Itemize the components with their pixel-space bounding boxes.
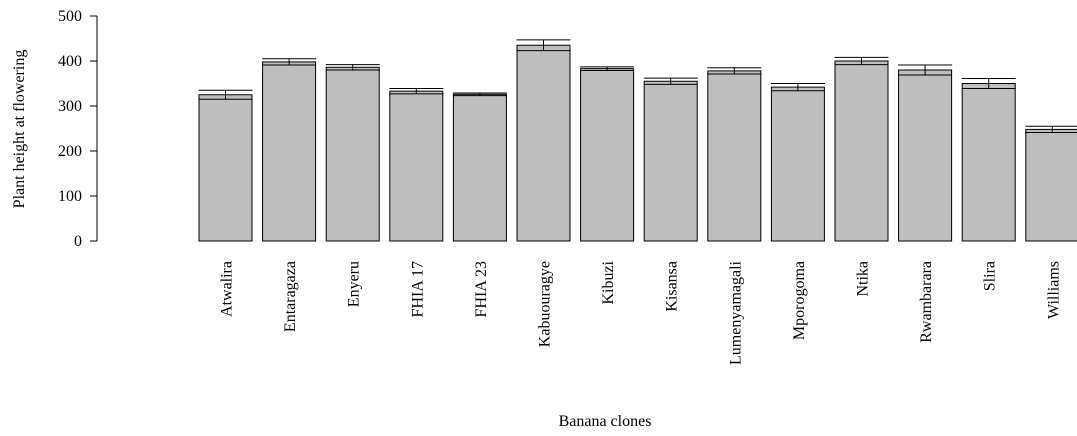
y-tick-label: 100 — [58, 188, 82, 205]
bar — [389, 90, 444, 242]
y-tick-label: 200 — [58, 143, 82, 160]
bar — [834, 60, 889, 242]
x-tick-label: Entaragaza — [282, 261, 299, 332]
x-tick-label: Kabuouragye — [537, 261, 554, 347]
bar — [325, 66, 380, 242]
y-tick-label: 400 — [58, 53, 82, 70]
x-tick-label: Ntika — [855, 261, 872, 297]
bar — [580, 68, 635, 242]
y-tick-label: 300 — [58, 98, 82, 115]
bar — [707, 70, 762, 242]
x-tick-label: Kisansa — [664, 261, 681, 312]
bar — [262, 61, 317, 242]
x-tick-label: Lumenyamagali — [727, 260, 744, 365]
x-tick-label: Slira — [982, 261, 999, 291]
bar — [643, 80, 698, 242]
x-tick-labels: Atwalira Entaragaza Enyeru FHIA 17 FHIA 23 Ka… — [219, 260, 1063, 365]
x-tick-label: Kibuzi — [600, 260, 617, 304]
y-tick-label: 0 — [74, 233, 82, 250]
x-tick-label: Rwambarara — [918, 261, 935, 343]
x-axis-title: Banana clones — [559, 413, 652, 430]
bar — [452, 93, 507, 242]
x-tick-label: Williams — [1045, 261, 1062, 319]
x-tick-label: Mporogoma — [791, 261, 808, 340]
y-axis-title: Plant height at flowering — [11, 50, 28, 209]
bar — [961, 83, 1016, 242]
bar — [198, 94, 253, 242]
bar — [898, 69, 953, 242]
y-axis: 0 100 200 300 400 500 — [58, 8, 98, 250]
bars — [198, 39, 1077, 242]
x-tick-label: FHIA 23 — [473, 261, 490, 317]
bar — [516, 44, 571, 242]
x-tick-label: Atwalira — [219, 261, 236, 317]
x-tick-label: FHIA 17 — [409, 261, 426, 317]
bar — [1025, 128, 1077, 242]
y-tick-label: 500 — [58, 8, 82, 25]
x-tick-label: Enyeru — [346, 261, 363, 307]
bar — [770, 86, 825, 242]
